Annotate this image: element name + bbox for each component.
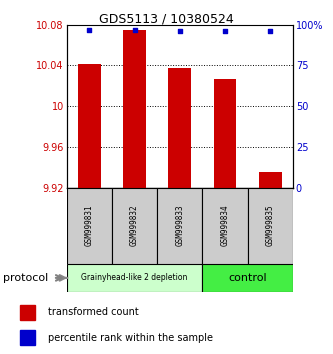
Bar	[67, 188, 112, 264]
Text: percentile rank within the sample: percentile rank within the sample	[48, 333, 213, 343]
Text: GSM999832: GSM999832	[130, 205, 139, 246]
Bar	[20, 305, 35, 320]
Bar	[214, 79, 236, 188]
Point	[87, 27, 92, 33]
Bar	[78, 64, 101, 188]
Bar	[67, 264, 202, 292]
Text: Grainyhead-like 2 depletion: Grainyhead-like 2 depletion	[81, 273, 188, 282]
Bar	[248, 188, 293, 264]
Text: protocol: protocol	[3, 273, 49, 283]
Bar	[123, 30, 146, 188]
Bar	[157, 188, 202, 264]
Bar	[112, 188, 157, 264]
Point	[222, 28, 228, 34]
Bar	[259, 172, 282, 188]
Bar	[202, 264, 293, 292]
Text: GSM999831: GSM999831	[85, 205, 94, 246]
Bar	[202, 188, 248, 264]
Point	[177, 28, 182, 34]
Text: GSM999833: GSM999833	[175, 205, 184, 246]
Text: GDS5113 / 10380524: GDS5113 / 10380524	[99, 12, 234, 25]
Point	[132, 27, 137, 33]
Bar	[20, 330, 35, 345]
Text: transformed count: transformed count	[48, 307, 139, 317]
Text: GSM999834: GSM999834	[220, 205, 230, 246]
Bar	[168, 68, 191, 188]
Point	[268, 28, 273, 34]
Text: control: control	[228, 273, 267, 283]
Text: GSM999835: GSM999835	[266, 205, 275, 246]
